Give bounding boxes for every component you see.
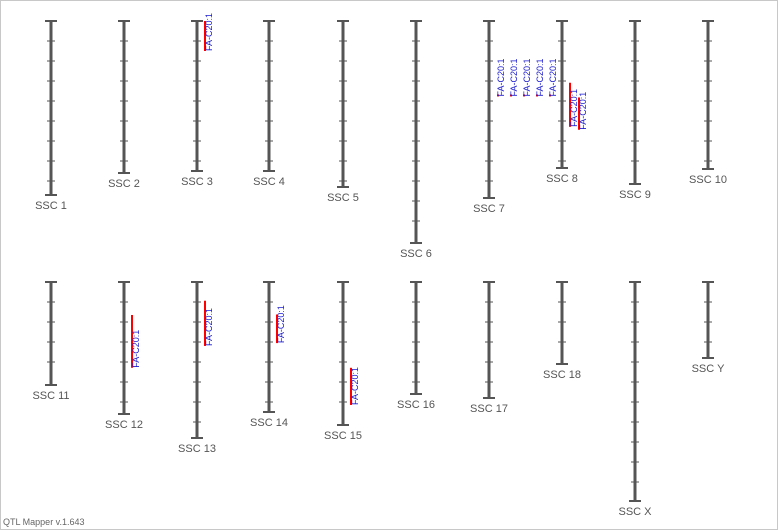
qtl-label[interactable]: FA-C20:1: [131, 330, 141, 368]
chromosome-bar[interactable]: [267, 282, 271, 412]
chromosome-ssc-2[interactable]: SSC 2: [108, 20, 140, 190]
chromosome-label: SSC 1: [35, 200, 67, 212]
chromosome-ssc-16[interactable]: SSC 16: [397, 281, 435, 411]
chromosome-bar[interactable]: [122, 21, 126, 173]
qtl-label[interactable]: FA-C20:1: [350, 367, 360, 405]
qtl-label[interactable]: FA-C20:1: [496, 58, 506, 96]
chromosome-label: SSC 16: [397, 399, 435, 411]
chromosome-ssc-7[interactable]: FA-C20:1 FA-C20:1 FA-C20:1 FA-C20:1 FA-C20:1…: [473, 20, 558, 215]
chromosome-label: SSC 11: [32, 390, 69, 402]
chromosome-ssc-1[interactable]: SSC 1: [35, 20, 67, 212]
chromosome-ssc-14[interactable]: FA-C20:1 SSC 14: [250, 281, 288, 429]
chromosome-label: SSC 3: [181, 176, 213, 188]
chromosome-bar[interactable]: [341, 282, 345, 425]
chromosome-ssc-5[interactable]: SSC 5: [327, 20, 359, 204]
chromosome-ssc-3[interactable]: FA-C20:1 SSC 3: [181, 13, 214, 188]
chromosome-ssc-10[interactable]: SSC 10: [689, 20, 727, 186]
chromosome-bar[interactable]: [414, 282, 418, 394]
chromosome-label: SSC 10: [689, 174, 727, 186]
chromosome-label: SSC 18: [543, 369, 581, 381]
chromosome-label: SSC Y: [692, 363, 725, 375]
qtl-label[interactable]: FA-C20:1: [535, 58, 545, 96]
qtl-label[interactable]: FA-C20:1: [548, 58, 558, 96]
chromosome-label: SSC 2: [108, 178, 140, 190]
chromosome-bar[interactable]: [195, 21, 199, 171]
chromosome-label: SSC 9: [619, 189, 651, 201]
chromosome-bar[interactable]: [487, 282, 491, 398]
chromosome-label: SSC 17: [470, 403, 508, 415]
chromosome-bar[interactable]: [341, 21, 345, 187]
chromosome-bar[interactable]: [49, 282, 53, 385]
chromosome-label: SSC X: [618, 506, 652, 518]
qtl-label[interactable]: FA-C20:1: [204, 308, 214, 346]
chromosome-bar[interactable]: [122, 282, 126, 414]
chromosome-bar[interactable]: [706, 282, 710, 358]
qtl-label[interactable]: FA-C20:1: [276, 305, 286, 343]
chromosome-label: SSC 13: [178, 443, 216, 455]
chromosome-ssc-13[interactable]: FA-C20:1 SSC 13: [178, 281, 216, 455]
chromosome-ssc-4[interactable]: SSC 4: [253, 20, 285, 188]
chromosome-ssc-11[interactable]: SSC 11: [32, 281, 70, 402]
chromosome-ssc-x[interactable]: SSC X: [618, 281, 652, 518]
chromosome-bar[interactable]: [633, 21, 637, 184]
chromosome-bar[interactable]: [49, 21, 53, 195]
chromosome-ssc-17[interactable]: SSC 17: [470, 281, 508, 415]
chromosome-bar[interactable]: [487, 21, 491, 198]
chromosome-bar[interactable]: [560, 21, 564, 168]
chromosome-label: SSC 7: [473, 203, 505, 215]
chromosome-label: SSC 6: [400, 248, 432, 260]
qtl-label[interactable]: FA-C20:1: [578, 92, 588, 130]
qtl-label[interactable]: FA-C20:1: [569, 89, 579, 127]
chromosome-label: SSC 14: [250, 417, 288, 429]
chromosome-bar[interactable]: [706, 21, 710, 169]
chromosome-bar[interactable]: [633, 282, 637, 501]
chromosome-ssc-y[interactable]: SSC Y: [692, 281, 725, 375]
chromosome-ssc-9[interactable]: SSC 9: [619, 20, 651, 201]
chromosome-bar[interactable]: [195, 282, 199, 438]
chromosome-label: SSC 15: [324, 430, 362, 442]
chromosome-bar[interactable]: [560, 282, 564, 364]
chromosome-label: SSC 5: [327, 192, 359, 204]
qtl-label[interactable]: FA-C20:1: [204, 13, 214, 51]
chromosome-label: SSC 4: [253, 176, 285, 188]
chromosome-ssc-15[interactable]: FA-C20:1 SSC 15: [324, 281, 362, 442]
chromosome-label: SSC 8: [546, 173, 578, 185]
version-label: QTL Mapper v.1.643: [3, 517, 85, 527]
qtl-label[interactable]: FA-C20:1: [522, 58, 532, 96]
qtl-label[interactable]: FA-C20:1: [509, 58, 519, 96]
chromosome-bar[interactable]: [267, 21, 271, 171]
chromosome-bar[interactable]: [414, 21, 418, 243]
chromosome-ssc-12[interactable]: FA-C20:1 SSC 12: [105, 281, 143, 431]
chromosome-label: SSC 12: [105, 419, 143, 431]
chromosome-ssc-18[interactable]: SSC 18: [543, 281, 581, 381]
chromosome-ssc-6[interactable]: SSC 6: [400, 20, 432, 260]
